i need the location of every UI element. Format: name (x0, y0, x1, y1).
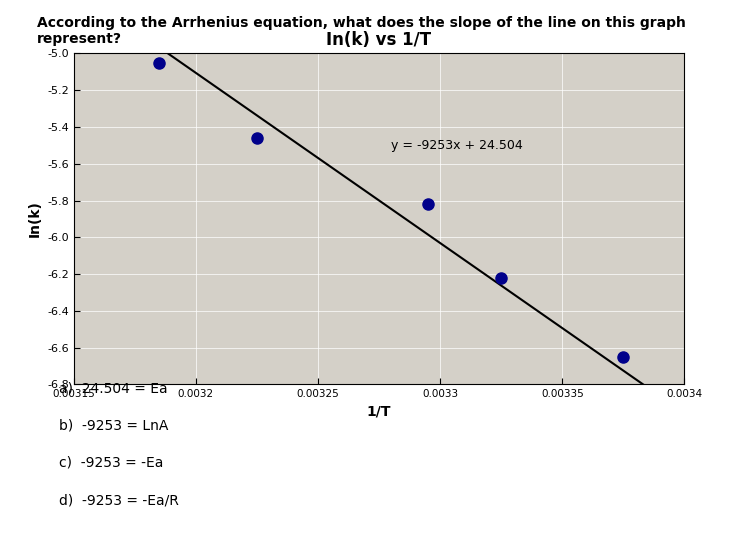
Title: In(k) vs 1/T: In(k) vs 1/T (327, 31, 431, 49)
Text: c)  -9253 = -Ea: c) -9253 = -Ea (59, 456, 163, 470)
Text: a)  24.504 = Ea: a) 24.504 = Ea (59, 381, 168, 395)
Text: According to the Arrhenius equation, what does the slope of the line on this gra: According to the Arrhenius equation, wha… (37, 16, 686, 46)
Point (153, 58, 165, 67)
X-axis label: 1/T: 1/T (367, 405, 392, 419)
Text: b)  -9253 = LnA: b) -9253 = LnA (59, 419, 169, 433)
Point (618, 352, 629, 361)
Y-axis label: In(k): In(k) (27, 200, 41, 238)
Point (422, 200, 434, 208)
Text: d)  -9253 = -Ea/R: d) -9253 = -Ea/R (59, 493, 179, 507)
Text: y = -9253x + 24.504: y = -9253x + 24.504 (392, 139, 523, 152)
Point (251, 134, 263, 142)
Point (495, 273, 507, 282)
